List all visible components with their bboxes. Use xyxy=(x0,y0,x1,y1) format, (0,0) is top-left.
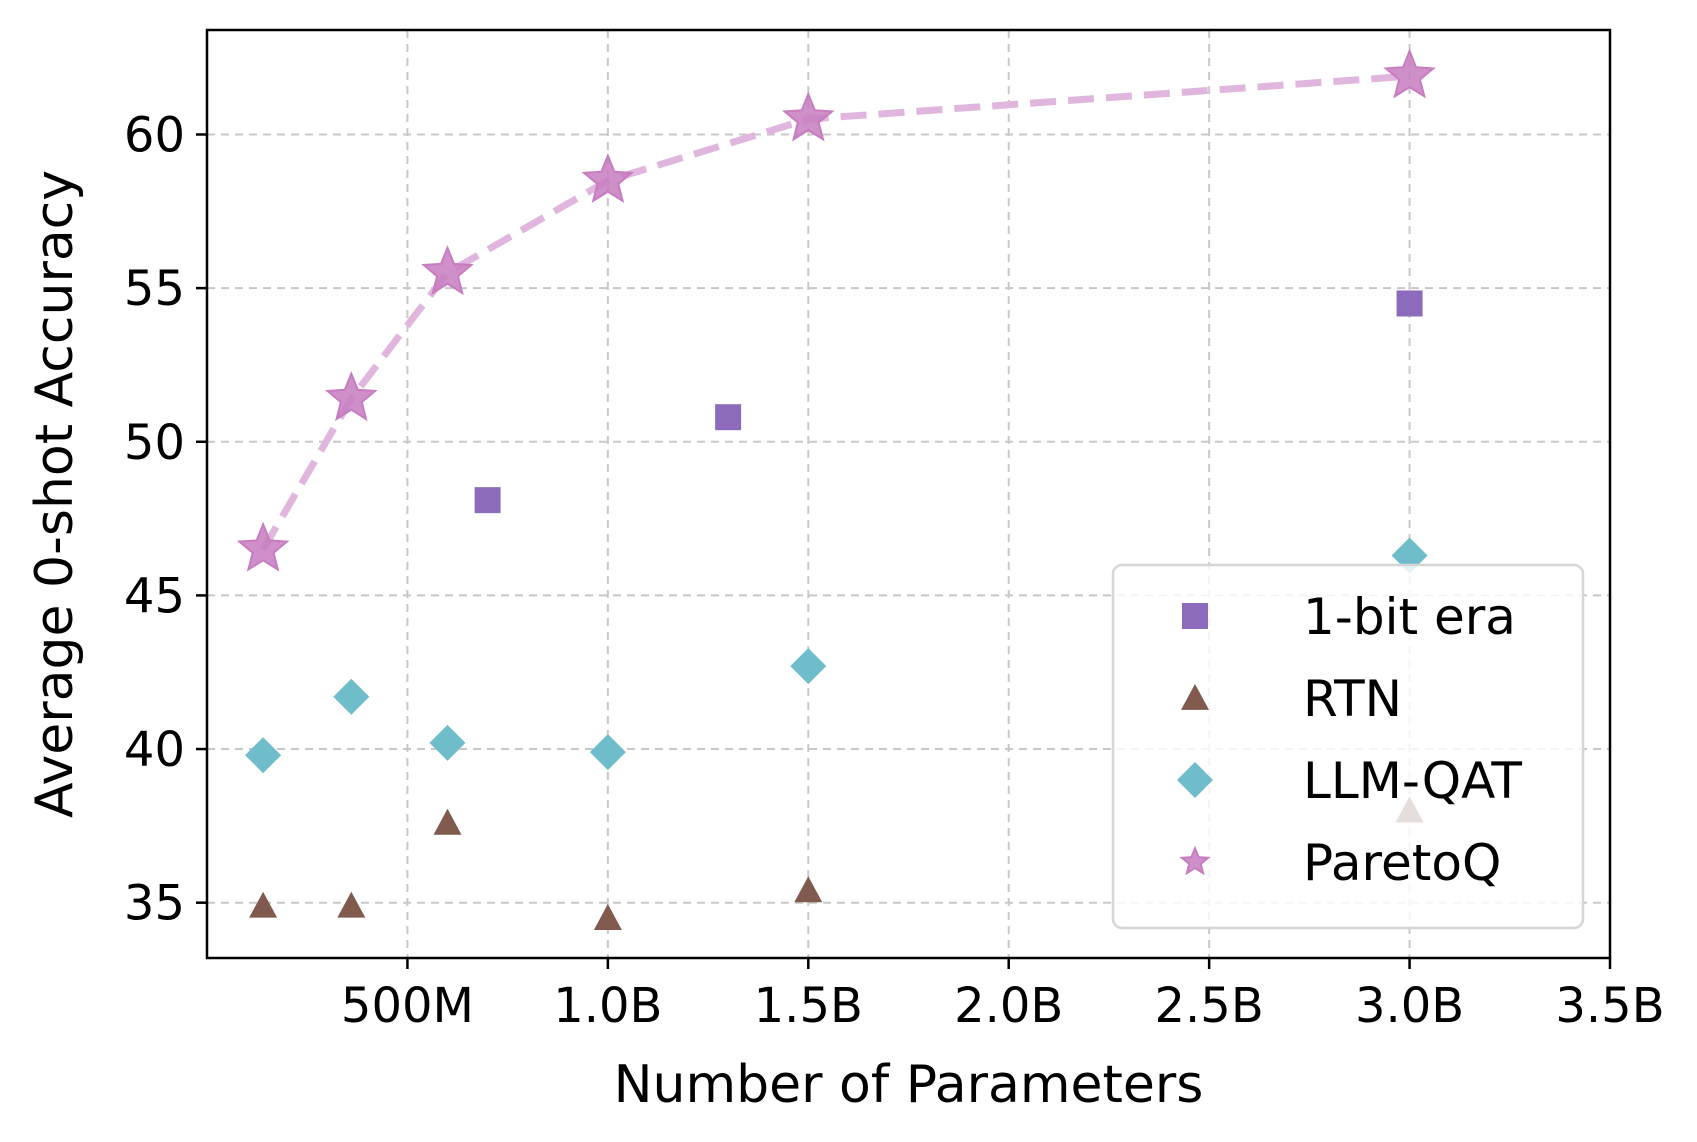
data-point-paretoq xyxy=(421,245,474,296)
x-tick-label: 2.5B xyxy=(1155,978,1264,1034)
plot-area-frame xyxy=(205,28,1612,960)
x-tick-label: 500M xyxy=(341,978,474,1034)
data-point-paretoq xyxy=(781,91,835,142)
data-point-llm-qat xyxy=(790,648,827,685)
legend-marker-rtn xyxy=(1181,684,1209,710)
y-tick-label: 40 xyxy=(124,722,185,778)
y-tick-label: 60 xyxy=(124,107,185,163)
series-line-paretoq xyxy=(260,72,1410,552)
data-point-paretoq xyxy=(1383,48,1436,99)
data-point-llm-qat xyxy=(589,734,626,771)
data-point-paretoq xyxy=(236,521,290,572)
data-point-1-bit-era xyxy=(1396,290,1423,317)
y-axis-label: Average 0-shot Accuracy xyxy=(25,170,85,818)
data-point-paretoq xyxy=(581,152,635,203)
x-axis-label: Number of Parameters xyxy=(614,1055,1204,1115)
data-point-1-bit-era xyxy=(715,404,742,431)
x-tick-label: 3.5B xyxy=(1555,978,1664,1034)
x-tick-label: 2.0B xyxy=(954,978,1063,1034)
data-point-rtn xyxy=(433,808,462,835)
data-point-llm-qat xyxy=(333,678,370,715)
y-tick-label: 55 xyxy=(124,261,185,317)
x-tick-label: 1.5B xyxy=(754,978,863,1034)
data-point-rtn xyxy=(249,891,278,918)
legend-label-llm-qat: LLM-QAT xyxy=(1303,752,1522,810)
data-point-llm-qat xyxy=(429,724,466,761)
data-point-rtn xyxy=(337,891,366,918)
y-tick-label: 50 xyxy=(124,415,185,471)
legend: 1-bit era RTN LLM-QAT ParetoQ xyxy=(1111,563,1585,930)
legend-label-rtn: RTN xyxy=(1303,670,1402,728)
legend-marker-llm-qat xyxy=(1177,762,1213,798)
data-points xyxy=(236,48,1436,930)
x-axis-ticks: 500M 1.0B 1.5B 2.0B 2.5B 3.0B 3.5B xyxy=(341,958,1665,1034)
legend-marker-paretoq xyxy=(1179,845,1211,876)
y-tick-label: 45 xyxy=(124,568,185,624)
legend-label-paretoq: ParetoQ xyxy=(1303,834,1501,892)
data-point-rtn xyxy=(593,904,622,930)
x-tick-label: 1.0B xyxy=(553,978,662,1034)
series-lines xyxy=(260,72,1410,552)
x-tick-label: 3.0B xyxy=(1355,978,1464,1034)
data-point-1-bit-era xyxy=(474,487,501,514)
y-axis-ticks: 35 40 45 50 55 60 xyxy=(124,107,207,932)
data-point-paretoq xyxy=(324,371,378,422)
legend-marker-1-bit-era xyxy=(1182,603,1208,629)
data-point-llm-qat xyxy=(245,737,282,774)
y-tick-label: 35 xyxy=(124,876,185,932)
data-point-rtn xyxy=(794,876,823,903)
legend-label-1-bit-era: 1-bit era xyxy=(1303,588,1516,646)
legend-box xyxy=(1111,563,1585,930)
